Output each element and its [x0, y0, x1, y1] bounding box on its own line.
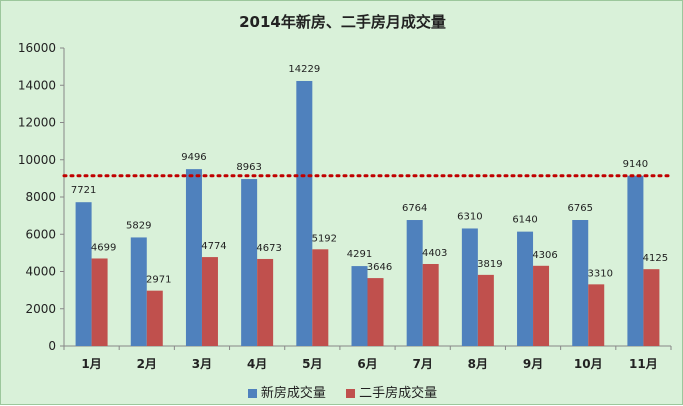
legend-swatch-new: [247, 389, 257, 398]
bar-second-hand: [146, 290, 163, 346]
data-label-new: 7721: [71, 185, 96, 196]
data-label-new: 6310: [457, 211, 482, 222]
bar-second-hand: [588, 284, 605, 346]
legend-label-new: 新房成交量: [260, 386, 326, 401]
chart-title: 2014年新房、二手房月成交量: [239, 13, 446, 31]
data-label-second-hand: 4774: [201, 241, 226, 252]
data-label-second-hand: 4673: [256, 243, 281, 254]
bar-new: [241, 179, 258, 346]
data-label-second-hand: 3646: [367, 262, 392, 273]
data-label-second-hand: 4125: [643, 253, 668, 264]
bar-second-hand: [533, 265, 550, 346]
data-label-second-hand: 5192: [312, 233, 337, 244]
data-label-new: 14229: [288, 64, 320, 75]
x-tick-label: 4月: [247, 357, 267, 371]
y-tick-label: 10000: [18, 153, 56, 167]
bar-second-hand: [422, 263, 439, 346]
data-label-second-hand: 4306: [532, 250, 557, 261]
y-tick-label: 14000: [18, 78, 56, 92]
bar-second-hand: [312, 249, 329, 346]
x-tick-label: 8月: [468, 357, 488, 371]
bar-new: [627, 175, 644, 346]
data-label-second-hand: 2971: [146, 275, 171, 286]
bar-second-hand: [643, 269, 660, 346]
bar-second-hand: [91, 258, 108, 346]
x-tick-label: 6月: [357, 357, 377, 371]
data-label-new: 4291: [347, 249, 372, 260]
bar-new: [406, 220, 423, 346]
data-label-new: 5829: [126, 220, 151, 231]
bar-second-hand: [201, 257, 218, 346]
y-tick-label: 8000: [25, 190, 56, 204]
legend-item-second-hand: 二手房成交量: [346, 382, 437, 401]
legend-item-new: 新房成交量: [247, 382, 326, 401]
bar-new: [461, 228, 478, 346]
legend: 新房成交量 二手房成交量: [1, 382, 683, 401]
data-label-new: 8963: [236, 162, 261, 173]
x-tick-label: 2月: [137, 357, 157, 371]
x-tick-label: 5月: [302, 357, 322, 371]
data-label-new: 6764: [402, 203, 427, 214]
data-label-second-hand: 3819: [477, 259, 502, 270]
y-tick-label: 16000: [18, 41, 56, 55]
bar-second-hand: [367, 278, 384, 346]
bar-second-hand: [257, 258, 274, 346]
x-tick-label: 9月: [523, 357, 543, 371]
bar-new: [130, 237, 147, 346]
x-tick-label: 1月: [81, 357, 101, 371]
data-label-second-hand: 3310: [588, 268, 613, 279]
data-label-new: 9140: [623, 159, 648, 170]
legend-label-second-hand: 二手房成交量: [359, 386, 438, 401]
y-tick-label: 0: [48, 339, 56, 353]
bar-new: [296, 80, 313, 347]
data-label-new: 9496: [181, 152, 206, 163]
y-tick-label: 2000: [25, 302, 56, 316]
data-label-new: 6765: [568, 203, 593, 214]
data-label-new: 6140: [512, 215, 537, 226]
bar-new: [185, 169, 202, 346]
x-tick-label: 10月: [574, 357, 603, 371]
y-tick-label: 4000: [25, 265, 56, 279]
y-tick-label: 6000: [25, 227, 56, 241]
x-tick-label: 7月: [413, 357, 433, 371]
x-tick-label: 3月: [192, 357, 212, 371]
bar-new: [351, 266, 368, 346]
bar-new: [517, 231, 534, 346]
data-label-second-hand: 4699: [91, 242, 116, 253]
legend-swatch-second-hand: [346, 389, 356, 398]
bar-second-hand: [477, 274, 494, 346]
x-tick-label: 11月: [629, 357, 658, 371]
bar-new: [572, 220, 589, 346]
y-tick-label: 12000: [18, 116, 56, 130]
bar-new: [75, 202, 92, 346]
data-label-second-hand: 4403: [422, 248, 447, 259]
